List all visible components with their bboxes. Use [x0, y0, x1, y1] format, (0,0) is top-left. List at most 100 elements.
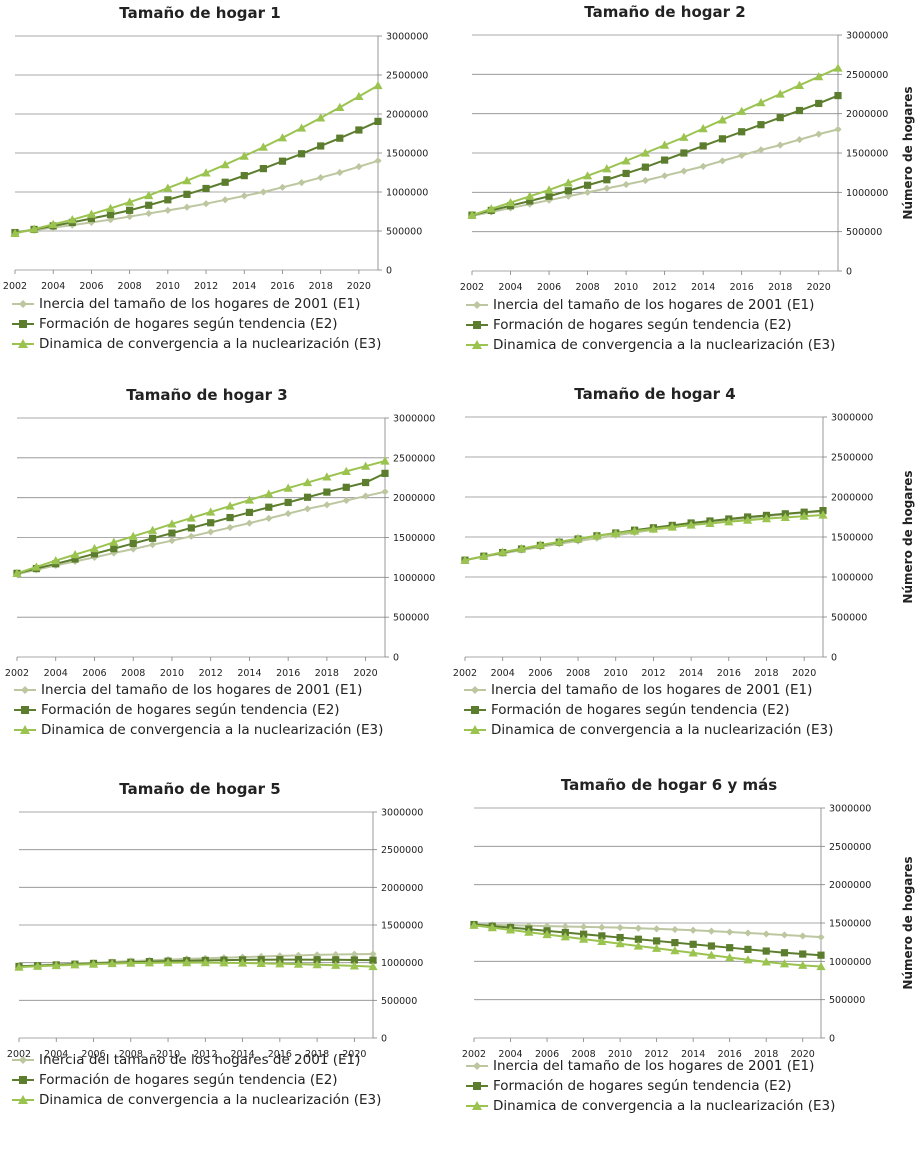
- legend: Inercia del tamaño de los hogares de 200…: [12, 294, 381, 354]
- data-point: [350, 950, 358, 958]
- data-point: [183, 190, 191, 198]
- legend-swatch: [466, 321, 488, 329]
- legend-swatch: [466, 340, 488, 349]
- data-point: [167, 519, 177, 528]
- data-point: [355, 163, 363, 171]
- series-2: [461, 507, 827, 564]
- data-point: [381, 469, 389, 477]
- legend-marker: [472, 340, 482, 349]
- data-point: [574, 537, 582, 545]
- data-point: [743, 955, 753, 964]
- y-tick-label: 1000000: [393, 573, 435, 584]
- y-tick-label: 3000000: [393, 414, 435, 425]
- data-point: [468, 212, 476, 220]
- data-point: [470, 920, 478, 929]
- x-tick-label: 2002: [453, 668, 477, 679]
- data-point: [621, 156, 631, 165]
- legend-swatch: [12, 1056, 34, 1064]
- data-point: [480, 552, 488, 560]
- data-point: [649, 526, 658, 534]
- data-point: [545, 196, 553, 204]
- data-point: [313, 956, 321, 964]
- data-point: [278, 183, 287, 191]
- data-point: [506, 921, 515, 929]
- data-point: [819, 507, 827, 515]
- data-point: [362, 492, 370, 500]
- chart-title: Tamaño de hogar 3: [126, 386, 288, 404]
- chart-title: Tamaño de hogar 4: [574, 385, 736, 403]
- data-point: [460, 555, 470, 564]
- data-point: [70, 550, 80, 559]
- data-point: [201, 168, 211, 177]
- legend-label: Dinamica de convergencia a la nucleariza…: [41, 722, 384, 738]
- data-point: [799, 950, 807, 958]
- data-point: [667, 522, 677, 531]
- data-point: [245, 519, 254, 527]
- data-point: [536, 541, 544, 549]
- data-point: [598, 923, 606, 931]
- data-point: [110, 545, 118, 553]
- data-point: [706, 517, 714, 525]
- series-3: [469, 920, 826, 971]
- data-point: [699, 162, 707, 170]
- data-point: [317, 173, 325, 182]
- data-point: [630, 529, 639, 537]
- data-point: [630, 526, 639, 534]
- series-line: [14, 84, 379, 235]
- data-point: [257, 952, 265, 961]
- data-point: [332, 950, 340, 959]
- legend-entry: Inercia del tamaño de los hogares de 200…: [466, 295, 835, 315]
- legend-entry: Dinamica de convergencia a la nucleariza…: [12, 1090, 381, 1110]
- data-point: [487, 208, 495, 216]
- legend: Inercia del tamaño de los hogares de 200…: [12, 1050, 381, 1110]
- legend: Inercia del tamaño de los hogares de 200…: [466, 295, 835, 355]
- data-point: [147, 525, 158, 534]
- x-tick-label: 2016: [717, 668, 741, 679]
- legend-label: Inercia del tamaño de los hogares de 200…: [39, 296, 361, 312]
- legend-label: Formación de hogares según tendencia (E2…: [493, 1078, 792, 1094]
- data-point: [516, 544, 527, 553]
- data-point: [543, 927, 551, 935]
- data-point: [244, 495, 255, 504]
- data-point: [296, 123, 307, 132]
- data-point: [148, 541, 157, 549]
- data-point: [31, 562, 41, 571]
- data-point: [602, 164, 612, 173]
- series-3: [12, 456, 390, 577]
- data-point: [597, 936, 607, 945]
- data-point: [87, 214, 96, 223]
- legend-marker: [19, 300, 27, 308]
- data-point: [207, 519, 215, 527]
- data-point: [536, 543, 544, 551]
- data-point: [738, 128, 746, 136]
- y-tick-label: 0: [846, 267, 852, 278]
- data-point: [506, 202, 515, 210]
- data-point: [525, 191, 535, 200]
- legend-marker: [18, 339, 28, 348]
- y-tick-label: 500000: [393, 613, 429, 624]
- y-tick-label: 2000000: [846, 109, 888, 120]
- data-point: [182, 957, 192, 967]
- data-point: [699, 142, 707, 150]
- series-line: [18, 961, 374, 969]
- data-point: [303, 493, 312, 501]
- data-point: [183, 955, 191, 963]
- data-point: [293, 959, 304, 968]
- x-tick-label: 2008: [566, 668, 590, 679]
- y-tick-label: 2000000: [393, 493, 435, 504]
- data-point: [331, 960, 341, 969]
- data-point: [13, 570, 21, 578]
- data-point: [15, 962, 23, 971]
- y-tick-label: 2500000: [846, 70, 888, 81]
- data-point: [219, 958, 229, 967]
- y-tick-label: 0: [393, 653, 399, 664]
- data-point: [726, 944, 734, 952]
- data-point: [164, 206, 172, 214]
- data-point: [240, 192, 248, 200]
- data-point: [779, 959, 790, 968]
- data-point: [206, 507, 216, 516]
- data-point: [294, 956, 303, 964]
- data-point: [201, 954, 209, 962]
- data-point: [622, 169, 630, 178]
